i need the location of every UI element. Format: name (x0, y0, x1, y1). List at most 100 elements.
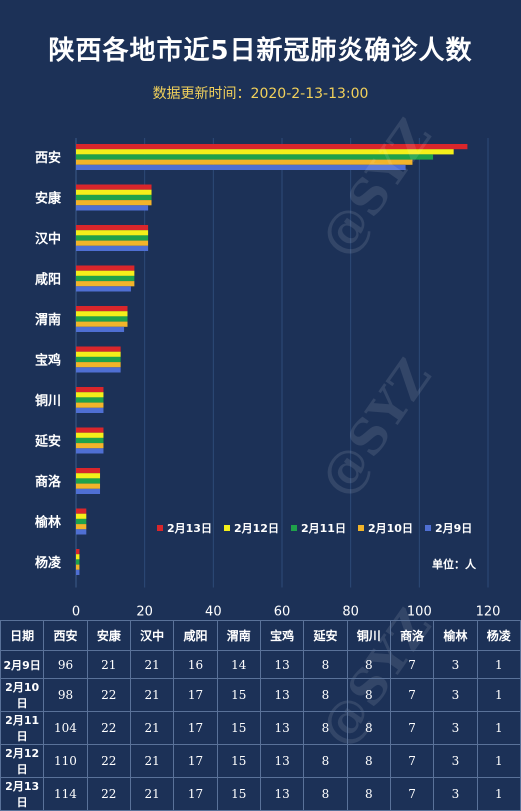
count-cell: 7 (389, 777, 435, 811)
bar (76, 286, 131, 292)
bar (76, 483, 101, 489)
x-tick-label: 40 (205, 605, 222, 620)
bar (76, 448, 104, 454)
x-tick-label: 60 (274, 605, 291, 620)
count-cell: 13 (259, 777, 305, 811)
bar (76, 265, 135, 271)
count-cell: 21 (129, 678, 175, 712)
x-tick-label: 120 (476, 605, 501, 620)
bar (76, 513, 87, 519)
category-label: 渭南 (35, 312, 61, 328)
count-cell: 17 (173, 744, 218, 778)
count-cell: 21 (129, 711, 175, 745)
bar (76, 407, 104, 413)
category-label: 杨凌 (35, 555, 62, 571)
legend-label: 2月12日 (234, 522, 279, 535)
count-cell: 15 (216, 777, 261, 811)
count-cell: 8 (346, 744, 391, 778)
count-cell: 3 (433, 711, 478, 745)
bar (76, 529, 87, 535)
count-cell: 7 (389, 678, 435, 712)
table-header-cell: 西安 (43, 620, 88, 651)
table-header-cell: 日期 (0, 620, 45, 651)
bar (76, 164, 406, 170)
bar (76, 306, 128, 312)
count-cell: 8 (346, 678, 391, 712)
category-label: 商洛 (35, 474, 62, 490)
count-cell: 3 (433, 678, 478, 712)
count-cell: 17 (173, 678, 218, 712)
count-cell: 104 (43, 711, 88, 745)
bar (76, 387, 104, 393)
category-label: 咸阳 (35, 272, 61, 288)
bar (76, 427, 104, 433)
table-header-cell: 安康 (86, 620, 131, 651)
bar (76, 367, 121, 373)
table-row: 2月11日 104 22 21 17 15 13 8 8 7 3 1 (0, 711, 521, 745)
bar (76, 559, 80, 565)
table-row: 2月9日 96 21 21 16 14 13 8 8 7 3 1 (0, 650, 521, 679)
unit-label: 单位：人 (432, 557, 477, 571)
table-row: 2月12日 110 22 21 17 15 13 8 8 7 3 1 (0, 744, 521, 778)
x-tick-label: 0 (72, 605, 80, 620)
count-cell: 15 (216, 711, 261, 745)
bar (76, 316, 128, 322)
count-cell: 1 (476, 711, 521, 745)
count-cell: 7 (389, 650, 435, 679)
bar (76, 240, 149, 246)
bar (76, 473, 101, 479)
x-tick-label: 80 (342, 605, 359, 620)
update-time: 数据更新时间：2020-2-13-13:00 (152, 86, 369, 102)
bar (76, 392, 104, 398)
bar (76, 554, 80, 560)
legend-swatch (358, 525, 364, 531)
count-cell: 8 (303, 711, 348, 745)
bar (76, 478, 101, 484)
bar (76, 275, 135, 282)
bar (76, 564, 80, 570)
chart-title: 陕西各地市近5日新冠肺炎确诊人数 (48, 36, 473, 66)
table-header-cell: 渭南 (216, 620, 261, 651)
count-cell: 21 (129, 650, 175, 679)
bar (76, 437, 104, 444)
count-cell: 3 (433, 744, 478, 778)
count-cell: 22 (86, 711, 131, 745)
bar (76, 205, 149, 211)
count-cell: 114 (43, 777, 88, 811)
bar (76, 225, 149, 231)
count-cell: 3 (433, 650, 478, 679)
date-cell: 2月12日 (0, 744, 45, 778)
count-cell: 110 (43, 744, 88, 778)
table-header-cell: 延安 (303, 620, 348, 651)
date-cell: 2月9日 (0, 650, 45, 679)
legend-swatch (291, 525, 297, 531)
category-label: 西安 (35, 150, 61, 166)
count-cell: 1 (476, 777, 521, 811)
count-cell: 15 (216, 744, 261, 778)
bar (76, 326, 125, 332)
bar (76, 362, 121, 368)
date-cell: 2月13日 (0, 777, 45, 811)
bar (76, 443, 104, 449)
bar (76, 144, 468, 150)
bar (76, 230, 149, 236)
bar (76, 149, 454, 155)
bar (76, 235, 149, 241)
table-header-cell: 汉中 (129, 620, 175, 651)
table-row: 2月10日 98 22 21 17 15 13 8 8 7 3 1 (0, 678, 521, 712)
bar (76, 194, 152, 201)
bar (76, 189, 152, 195)
bar (76, 346, 121, 352)
table-header-cell: 宝鸡 (259, 620, 305, 651)
category-label: 延安 (34, 434, 61, 450)
count-cell: 8 (346, 777, 391, 811)
count-cell: 21 (86, 650, 131, 679)
count-cell: 8 (346, 711, 391, 745)
count-cell: 14 (216, 650, 261, 679)
bar (76, 468, 101, 474)
bar (76, 397, 104, 403)
count-cell: 96 (43, 650, 88, 679)
legend-label: 2月11日 (301, 522, 346, 535)
count-cell: 8 (303, 678, 348, 712)
bar (76, 159, 413, 165)
